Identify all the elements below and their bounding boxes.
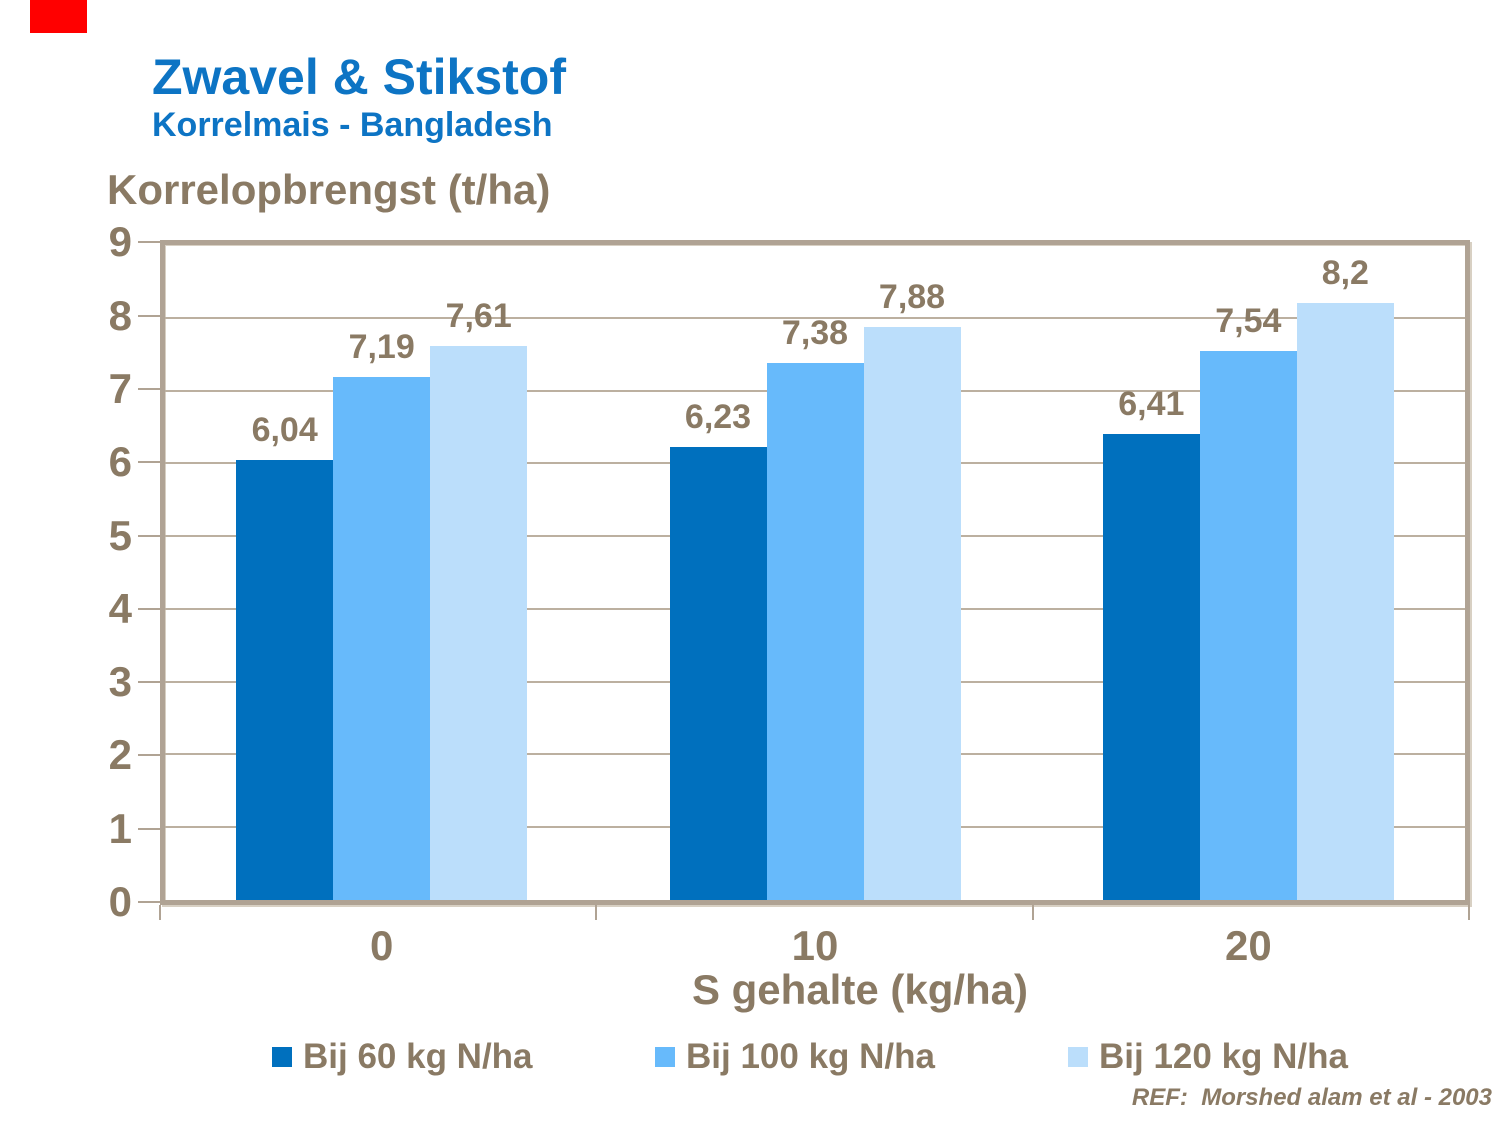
x-tick-mark (1031, 905, 1034, 920)
legend-label: Bij 60 kg N/ha (303, 1037, 533, 1076)
bar-value-label: 6,04 (251, 411, 318, 450)
y-tick-label: 7 (108, 364, 132, 412)
bar (236, 460, 334, 900)
bar (1102, 433, 1200, 900)
x-tick-mark (159, 905, 161, 920)
legend-label: Bij 120 kg N/ha (1099, 1037, 1348, 1076)
red-corner-marker (30, 0, 87, 33)
legend-item: Bij 120 kg N/ha (1068, 1037, 1348, 1077)
bar-value-label: 7,88 (878, 277, 946, 316)
y-tick-mark (138, 607, 160, 610)
bar-value-label: 7,61 (445, 297, 512, 336)
bar (669, 446, 767, 900)
bar (1199, 351, 1297, 900)
plot-area: 6,04 7,19 7,61 6,23 7,38 7,88 6,41 7,54 8,2 (160, 240, 1470, 905)
bar (863, 326, 961, 900)
y-axis-tick-marks (138, 240, 160, 905)
y-tick-mark (138, 901, 160, 903)
gridline (165, 316, 1465, 319)
reference-text: REF: Morshed alam et al - 2003 (1131, 1084, 1492, 1111)
y-tick-mark (138, 314, 160, 317)
chart-title: Zwavel & Stikstof (152, 49, 566, 105)
x-tick-mark (1467, 905, 1470, 920)
y-tick-label: 8 (108, 291, 132, 339)
bar-group: 6,23 7,38 7,88 (669, 245, 961, 900)
y-axis-tick-labels: 0 1 2 3 4 5 6 7 8 9 (40, 221, 132, 923)
x-tick-label: 10 (791, 922, 839, 969)
y-tick-mark (138, 754, 160, 757)
y-tick-mark (138, 461, 160, 464)
legend-item: Bij 100 kg N/ha (655, 1037, 935, 1077)
bar-group: 6,41 7,54 8,2 (1102, 245, 1394, 900)
x-tick-mark (595, 905, 598, 920)
bar-value-label: 8,2 (1321, 254, 1369, 293)
y-tick-label: 9 (108, 218, 132, 266)
bar-value-label: 6,41 (1118, 384, 1185, 423)
y-tick-label: 3 (108, 658, 132, 706)
y-tick-label: 4 (108, 584, 132, 632)
bar-value-label: 6,23 (684, 397, 752, 436)
y-tick-label: 5 (108, 511, 132, 559)
y-tick-mark (138, 387, 160, 390)
x-tick-label: 0 (369, 922, 394, 969)
bar (333, 376, 431, 900)
legend-swatch-icon (655, 1047, 675, 1068)
legend-swatch-icon (272, 1047, 292, 1068)
bar-group: 6,04 7,19 7,61 (236, 245, 528, 900)
legend-swatch-icon (1068, 1047, 1088, 1068)
bar-value-label: 7,54 (1215, 302, 1282, 341)
y-axis-title: Korrelopbrengst (t/ha) (107, 166, 551, 213)
y-tick-label: 1 (108, 804, 132, 852)
y-tick-mark (138, 827, 160, 830)
y-tick-label: 2 (108, 731, 132, 779)
y-tick-label: 6 (108, 438, 132, 486)
x-axis-title: S gehalte (kg/ha) (691, 966, 1029, 1013)
y-tick-mark (138, 241, 160, 244)
y-tick-label: 0 (108, 878, 132, 925)
bar (766, 362, 864, 900)
bar (430, 346, 528, 900)
chart-subtitle: Korrelmais - Bangladesh (152, 106, 553, 144)
x-tick-label: 20 (1224, 922, 1272, 969)
bar (1296, 303, 1394, 900)
bar-value-label: 7,19 (348, 327, 415, 366)
y-tick-mark (138, 681, 160, 684)
legend-label: Bij 100 kg N/ha (686, 1037, 935, 1076)
legend-item: Bij 60 kg N/ha (272, 1037, 533, 1077)
y-tick-mark (138, 534, 160, 537)
bar-value-label: 7,38 (781, 313, 849, 352)
